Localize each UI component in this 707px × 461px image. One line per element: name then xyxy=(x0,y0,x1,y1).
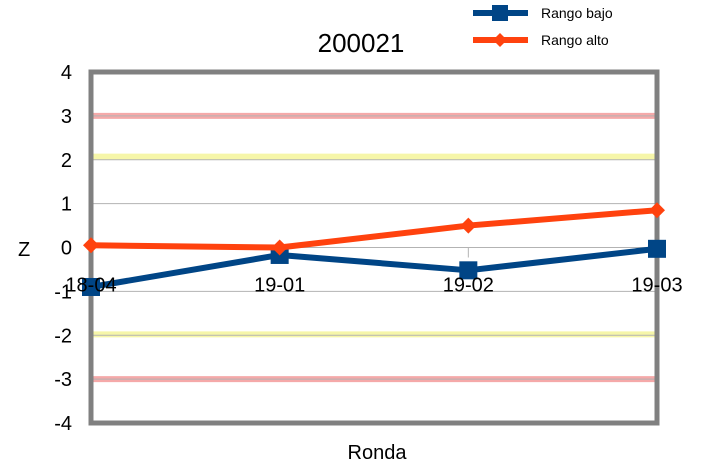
y-tick-label-neg3: -3 xyxy=(54,369,72,391)
x-tick-label-19-03: 19-03 xyxy=(631,275,682,297)
series-1-point-19-02 xyxy=(459,261,478,280)
series-group xyxy=(82,202,666,296)
x-tick-labels: 18-04 19-01 19-02 19-03 xyxy=(65,275,682,297)
series-1-point-18-04 xyxy=(82,277,100,296)
series-2-point-19-01 xyxy=(271,239,288,256)
y-tick-label-neg4: -4 xyxy=(54,413,72,435)
y-tick-label-neg2: -2 xyxy=(54,325,72,347)
legend-label-2: Rango alto xyxy=(541,32,609,48)
y-tick-label-4: 4 xyxy=(61,62,72,84)
y-axis-title: Z xyxy=(18,239,30,261)
x-axis-title: Ronda xyxy=(348,442,408,461)
y-tick-label-1: 1 xyxy=(61,194,72,216)
series-1-point-19-03 xyxy=(648,239,666,258)
y-tick-label-3: 3 xyxy=(61,106,72,128)
y-tick-label-2: 2 xyxy=(61,150,72,172)
legend-label-1: Rango bajo xyxy=(541,5,613,21)
legend-marker-2 xyxy=(493,33,507,47)
legend-marker-1 xyxy=(492,5,508,21)
series-2-point-19-02 xyxy=(460,217,477,234)
series-2-point-19-03 xyxy=(649,202,665,219)
y-tick-label-0: 0 xyxy=(61,238,72,260)
x-tick-label-19-02: 19-02 xyxy=(443,275,494,297)
series-line-1 xyxy=(90,245,658,290)
legend: Rango bajo Rango alto xyxy=(473,5,613,48)
x-tick-label-18-04: 18-04 xyxy=(65,275,116,297)
y-tick-label-neg1: -1 xyxy=(54,281,72,303)
x-tick-label-19-01: 19-01 xyxy=(254,275,305,297)
chart-title: 200021 xyxy=(318,28,405,58)
y-tick-labels: 4 3 2 1 0 -1 -2 -3 -4 xyxy=(54,62,72,435)
series-line-2 xyxy=(90,207,658,251)
series-2-point-18-04 xyxy=(83,237,99,254)
